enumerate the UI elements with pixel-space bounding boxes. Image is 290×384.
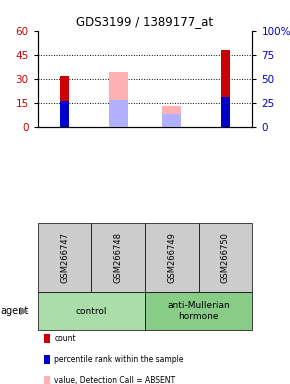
Bar bbox=[60, 101, 69, 127]
Text: anti-Mullerian
hormone: anti-Mullerian hormone bbox=[167, 301, 230, 321]
Bar bbox=[221, 97, 230, 127]
Text: count: count bbox=[54, 334, 76, 343]
Bar bbox=[109, 72, 128, 127]
Bar bbox=[162, 114, 181, 127]
Text: agent: agent bbox=[0, 306, 28, 316]
Text: ▶: ▶ bbox=[20, 306, 29, 316]
Text: percentile rank within the sample: percentile rank within the sample bbox=[54, 355, 184, 364]
Text: value, Detection Call = ABSENT: value, Detection Call = ABSENT bbox=[54, 376, 175, 384]
Text: GSM266747: GSM266747 bbox=[60, 232, 69, 283]
Text: GDS3199 / 1389177_at: GDS3199 / 1389177_at bbox=[77, 15, 213, 28]
Bar bbox=[60, 76, 69, 127]
Bar bbox=[221, 50, 230, 127]
Bar bbox=[109, 100, 128, 127]
Text: GSM266750: GSM266750 bbox=[221, 232, 230, 283]
Bar bbox=[162, 106, 181, 127]
Text: GSM266748: GSM266748 bbox=[114, 232, 123, 283]
Text: control: control bbox=[76, 306, 107, 316]
Text: GSM266749: GSM266749 bbox=[167, 232, 176, 283]
